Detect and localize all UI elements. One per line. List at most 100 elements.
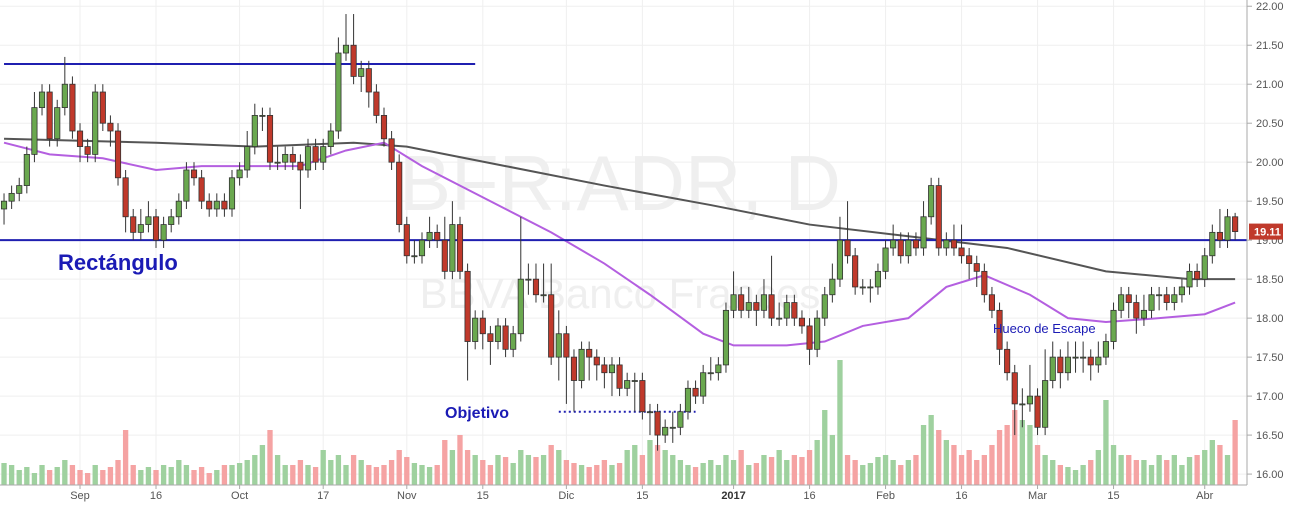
candle-body	[487, 333, 494, 342]
x-tick-label: 2017	[721, 490, 745, 502]
candle-body	[38, 91, 46, 109]
volume-bar	[472, 455, 478, 485]
annotation: Hueco de Escape	[993, 321, 1096, 336]
candle-body	[601, 364, 608, 374]
candle-body	[479, 317, 486, 335]
volume-bar	[616, 463, 623, 485]
candle-body	[1209, 231, 1216, 257]
volume-bar	[677, 460, 684, 485]
candle-body	[768, 294, 775, 319]
volume-bar	[958, 455, 965, 485]
volume-bar	[974, 460, 980, 485]
candle-body	[646, 411, 654, 414]
candle-body	[1080, 356, 1087, 359]
candle-body	[966, 255, 973, 264]
candle-body	[213, 200, 220, 210]
volume-bar	[259, 445, 266, 485]
candle-body	[525, 278, 532, 281]
candle-body	[449, 224, 456, 272]
volume-bar	[654, 445, 661, 485]
volume-bar	[69, 465, 76, 485]
y-tick-label: 20.50	[1256, 118, 1284, 130]
volume-bar	[236, 463, 243, 485]
candle-body	[1148, 294, 1155, 311]
candle-body	[259, 115, 266, 117]
x-tick-label: Dic	[558, 490, 574, 502]
candle-body	[46, 91, 53, 140]
volume-bar	[221, 465, 228, 485]
volume-bar	[829, 435, 836, 485]
volume-bar	[928, 415, 934, 485]
volume-bar	[419, 465, 425, 485]
candle-body	[168, 216, 175, 225]
volume-bar	[670, 455, 676, 485]
candle-body	[327, 130, 334, 147]
volume-bar	[1171, 455, 1177, 485]
volume-bar	[518, 450, 524, 485]
volume-bar	[160, 465, 167, 485]
volume-bar	[943, 440, 950, 485]
x-tick-label: Nov	[397, 490, 417, 502]
volume-bar	[305, 465, 311, 485]
volume-bar	[913, 455, 919, 485]
volume-bar	[624, 450, 630, 485]
volume-bar	[601, 460, 608, 485]
volume-bar	[533, 457, 539, 485]
watermark: BFR:ADR, D	[399, 139, 841, 227]
x-tick-label: 16	[150, 490, 162, 502]
candle-body	[396, 161, 403, 225]
candle-body	[593, 356, 600, 366]
candle-body	[1019, 403, 1026, 406]
candle-body	[950, 239, 958, 249]
volume-bar	[890, 460, 896, 485]
volume-bar	[502, 457, 509, 485]
candle-body	[297, 161, 304, 171]
candle-body	[662, 426, 669, 436]
y-tick-label: 18.50	[1256, 274, 1284, 286]
x-tick-label: 16	[955, 490, 967, 502]
volume-bar	[191, 470, 197, 485]
candle-body	[852, 255, 859, 288]
volume-bar	[951, 445, 957, 485]
candle-body	[236, 169, 243, 179]
candle-body	[563, 333, 570, 358]
volume-bar	[685, 465, 691, 485]
candle-body	[190, 169, 198, 179]
candle-body	[616, 364, 623, 389]
candle-body	[84, 146, 91, 155]
candle-body	[1163, 294, 1170, 303]
candle-body	[1125, 294, 1132, 303]
candle-body	[373, 91, 380, 116]
volume-bar	[335, 455, 342, 485]
volume-bar	[936, 430, 942, 485]
volume-bar	[130, 465, 136, 485]
candle-body	[776, 317, 783, 320]
candle-body	[130, 216, 137, 233]
volume-bar	[1118, 455, 1124, 485]
volume-bar	[753, 463, 760, 485]
volume-bar	[875, 457, 881, 485]
volume-bar	[183, 465, 190, 485]
candle-body	[183, 169, 190, 202]
candle-body	[745, 302, 752, 311]
candle-body	[198, 177, 205, 202]
volume-bar	[1156, 455, 1162, 485]
volume-bar	[898, 465, 904, 485]
volume-bar	[54, 467, 60, 485]
volume-bar	[1072, 470, 1079, 485]
volume-bar	[198, 467, 205, 485]
volume-bar	[411, 463, 418, 485]
volume-bar	[373, 467, 380, 485]
candle-body	[1049, 356, 1056, 381]
volume-bar	[267, 430, 273, 485]
volume-bar	[746, 465, 752, 485]
candle-body	[1057, 356, 1064, 374]
candle-body	[61, 83, 68, 109]
candle-body	[654, 411, 661, 436]
volume-bar	[1004, 425, 1010, 485]
volume-bar	[1232, 420, 1238, 485]
volume-bar	[1186, 457, 1193, 485]
volume-bar	[350, 455, 357, 485]
volume-bar	[525, 455, 532, 485]
volume-bar	[860, 465, 866, 485]
